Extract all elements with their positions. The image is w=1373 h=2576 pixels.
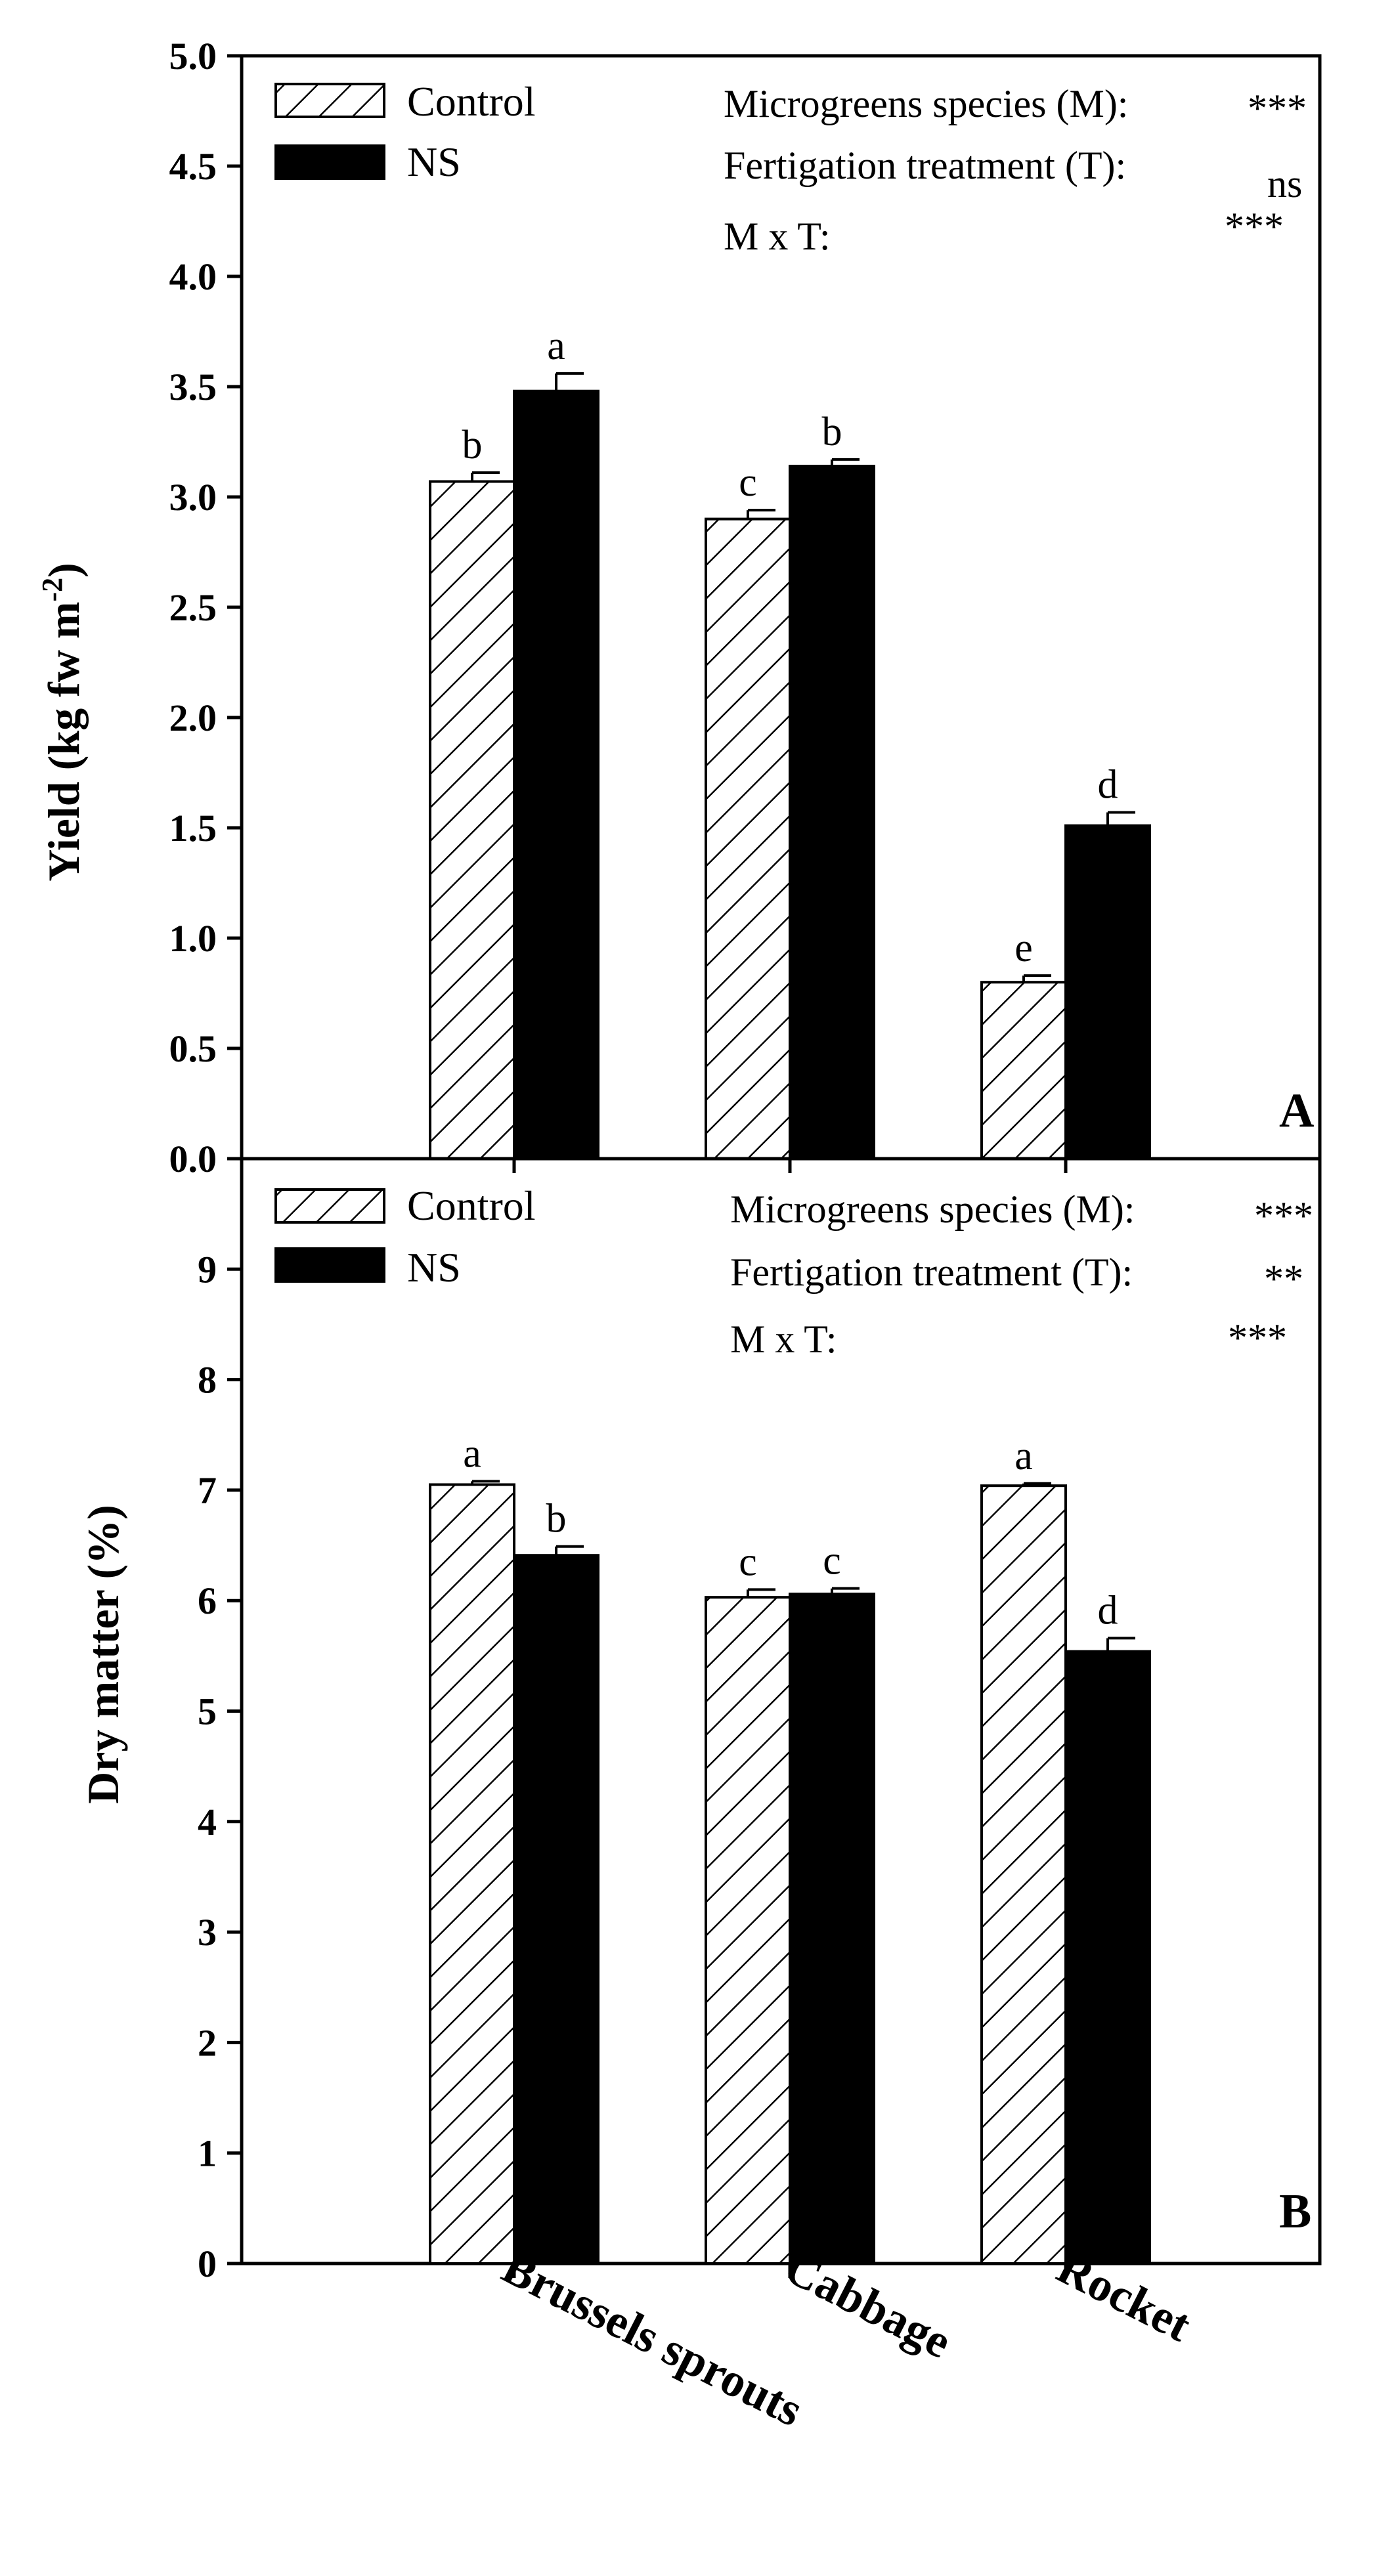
y-tick-label: 0.5: [169, 1027, 217, 1070]
y-tick-label: 4: [198, 1801, 217, 1843]
panel-a-yield: 0.0 0.5 1.0 1.5 2.0 2.5 3.0 3.5 4.0 4.5 5.0 Yield …: [36, 35, 1322, 1180]
sig-letter-ns-brussels-sprouts: b: [546, 1497, 567, 1541]
y-tick-label: 7: [198, 1469, 217, 1512]
panel-a-statistics: Microgreens species (M): *** Fertigation…: [724, 82, 1307, 258]
y-tick-label: 3.0: [169, 476, 217, 519]
bar-control-brussels-sprouts: [429, 1483, 515, 2265]
bar-control-cabbage: [705, 1596, 791, 2265]
panel-b-statistics: Microgreens species (M): *** Fertigation…: [730, 1188, 1313, 1361]
stat-label-interaction: M x T:: [730, 1318, 837, 1361]
y-tick-label: 2.5: [169, 586, 217, 629]
y-tick-label: 2.0: [169, 697, 217, 739]
panel-b-label: B: [1279, 2185, 1311, 2239]
stat-sig-species: ***: [1248, 87, 1307, 130]
y-tick-label: 8: [198, 1359, 217, 1402]
y-tick-label: 1.0: [169, 917, 217, 960]
bar-ns-cabbage: [789, 1593, 875, 2265]
y-tick-label: 0: [198, 2243, 217, 2285]
stat-sig-interaction: ***: [1225, 205, 1284, 248]
stat-label-fertigation: Fertigation treatment (T):: [724, 144, 1126, 187]
panel-a-legend: Control NS: [274, 78, 536, 185]
sig-letter-control-cabbage: c: [739, 460, 757, 505]
stat-sig-fertigation: **: [1264, 1257, 1303, 1300]
legend-swatch-ns: [274, 1247, 385, 1283]
legend-label-ns: NS: [407, 139, 461, 185]
bar-ns-rocket: [1064, 1650, 1151, 2265]
legend-label-ns: NS: [407, 1244, 461, 1291]
bar-ns-cabbage: [789, 464, 875, 1161]
sig-letter-control-brussels-sprouts: b: [462, 423, 483, 467]
legend-swatch-control: [274, 1188, 385, 1224]
bar-control-rocket: [980, 1484, 1067, 2265]
y-tick-label: 9: [198, 1248, 217, 1291]
bar-control-brussels-sprouts: [429, 480, 515, 1160]
bar-ns-brussels-sprouts: [513, 1554, 599, 2265]
panel-b-y-axis-label: Dry matter (%): [78, 1505, 128, 1804]
panel-b-bars: a c a b c d: [429, 1431, 1151, 2265]
y-tick-label: 4.0: [169, 255, 217, 298]
panel-a-y-axis-label: Yield (kg fw m-2): [36, 563, 89, 882]
stat-sig-interaction: ***: [1228, 1316, 1287, 1360]
stat-label-species: Microgreens species (M):: [724, 82, 1128, 125]
panel-a-label: A: [1279, 1084, 1314, 1138]
y-tick-label: 1: [198, 2132, 217, 2175]
sig-letter-control-rocket: e: [1014, 926, 1033, 970]
y-tick-label: 1.5: [169, 807, 217, 849]
bar-control-rocket: [980, 981, 1067, 1160]
panel-a-bars: b c e a b d: [429, 324, 1151, 1161]
panel-b-y-axis: 0 1 2 3 4 5 6 7 8 9: [198, 1157, 1322, 2285]
sig-letter-control-brussels-sprouts: a: [463, 1431, 481, 1476]
y-tick-label: 3.5: [169, 366, 217, 408]
y-tick-label: 4.5: [169, 145, 217, 188]
panel-a-y-axis: 0.0 0.5 1.0 1.5 2.0 2.5 3.0 3.5 4.0 4.5 5.0: [169, 35, 1322, 1180]
sig-letter-control-cabbage: c: [739, 1539, 757, 1584]
stat-label-fertigation: Fertigation treatment (T):: [730, 1251, 1133, 1294]
y-tick-label: 3: [198, 1911, 217, 1954]
y-tick-label: 5.0: [169, 35, 217, 77]
sig-letter-control-rocket: a: [1014, 1434, 1033, 1478]
y-tick-label: 5: [198, 1690, 217, 1733]
stat-sig-fertigation: ns: [1267, 162, 1302, 205]
panel-b-legend: Control NS: [274, 1182, 536, 1291]
stat-label-species: Microgreens species (M):: [730, 1188, 1135, 1231]
bar-ns-rocket: [1064, 824, 1151, 1160]
bar-control-cabbage: [705, 517, 791, 1160]
legend-label-control: Control: [407, 1182, 536, 1229]
panel-b-dry-matter: 0 1 2 3 4 5 6 7 8 9 Dry matter (%) a c a b c d Control…: [78, 1157, 1322, 2285]
legend-swatch-control: [274, 83, 385, 118]
y-tick-label: 6: [198, 1579, 217, 1622]
stat-label-interaction: M x T:: [724, 215, 831, 258]
y-tick-label: 2: [198, 2021, 217, 2064]
sig-letter-ns-cabbage: b: [822, 410, 842, 454]
legend-swatch-ns: [274, 144, 385, 180]
bar-ns-brussels-sprouts: [513, 389, 599, 1160]
stat-sig-species: ***: [1254, 1194, 1313, 1237]
legend-label-control: Control: [407, 78, 536, 125]
y-tick-label: 0.0: [169, 1138, 217, 1180]
sig-letter-ns-brussels-sprouts: a: [547, 324, 565, 368]
sig-letter-ns-rocket: d: [1098, 1588, 1118, 1633]
sig-letter-ns-cabbage: c: [823, 1539, 841, 1583]
sig-letter-ns-rocket: d: [1098, 762, 1118, 807]
